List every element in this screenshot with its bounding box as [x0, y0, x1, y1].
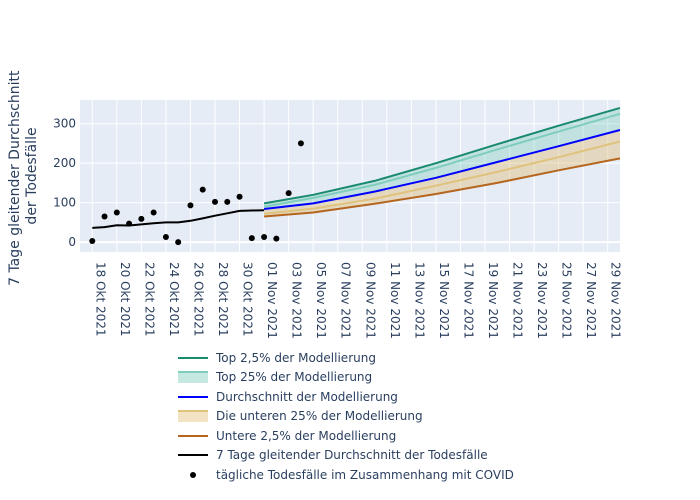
daily-death-point-15 — [273, 235, 280, 242]
x-tick-label-5: 28 Okt 2021 — [216, 262, 230, 337]
x-tick-label-0: 18 Okt 2021 — [93, 262, 107, 337]
x-tick-label-18: 23 Nov 2021 — [535, 262, 549, 339]
x-tick-label-3: 24 Okt 2021 — [167, 262, 181, 337]
legend-item-daily-deaths[interactable]: tägliche Todesfälle im Zusammenhang mit … — [178, 465, 514, 485]
x-tick-label-17: 21 Nov 2021 — [511, 262, 525, 339]
x-tick-label-12: 11 Nov 2021 — [388, 262, 402, 339]
legend-label-lower-2-5: Untere 2,5% der Modellierung — [216, 428, 397, 443]
x-tick-label-8: 03 Nov 2021 — [290, 262, 304, 339]
legend-label-daily-deaths: tägliche Todesfälle im Zusammenhang mit … — [216, 467, 514, 482]
daily-death-markers — [89, 140, 304, 246]
x-tick-label-10: 07 Nov 2021 — [339, 262, 353, 339]
legend-label-top-2-5: Top 2,5% der Modellierung — [216, 350, 376, 365]
daily-death-point-16 — [285, 190, 292, 197]
legend-label-7day-average: 7 Tage gleitender Durchschnitt der Todes… — [216, 448, 488, 463]
legend-swatch-lower-25 — [178, 409, 208, 423]
x-tick-label-20: 27 Nov 2021 — [584, 262, 598, 339]
daily-death-point-2 — [113, 209, 120, 216]
x-tick-label-19: 25 Nov 2021 — [560, 262, 574, 339]
line-mean — [263, 129, 621, 210]
band-lower — [264, 130, 620, 217]
x-tick-label-14: 15 Nov 2021 — [437, 262, 451, 339]
daily-death-point-6 — [162, 233, 169, 240]
daily-death-point-4 — [138, 215, 145, 222]
legend-item-lower-2-5[interactable]: Untere 2,5% der Modellierung — [178, 426, 514, 446]
legend-swatch-lower-2-5 — [178, 429, 208, 443]
daily-death-point-12 — [236, 193, 243, 200]
x-tick-label-13: 13 Nov 2021 — [412, 262, 426, 339]
y-tick-label-2: 200 — [53, 156, 76, 170]
daily-death-point-9 — [199, 186, 206, 193]
y-axis-label-line-2: der Todesfälle — [24, 127, 40, 224]
x-tick-label-2: 22 Okt 2021 — [142, 262, 156, 337]
y-axis-ticks: 0 100 200 300 — [53, 117, 76, 249]
daily-death-point-0 — [89, 237, 96, 244]
x-axis-ticks: 18 Okt 2021 20 Okt 2021 22 Okt 2021 24 Okt … — [93, 262, 622, 339]
daily-death-point-1 — [101, 213, 108, 220]
legend-item-mean[interactable]: Durchschnitt der Modellierung — [178, 387, 514, 407]
x-tick-label-9: 05 Nov 2021 — [314, 262, 328, 339]
line-top-25 — [263, 112, 621, 208]
y-tick-label-0: 0 — [68, 235, 76, 249]
legend-item-top-2-5[interactable]: Top 2,5% der Modellierung — [178, 348, 514, 368]
plot-background — [80, 100, 620, 252]
daily-death-point-17 — [297, 140, 304, 147]
legend-item-7day-average[interactable]: 7 Tage gleitender Durchschnitt der Todes… — [178, 446, 514, 466]
x-tick-label-4: 26 Okt 2021 — [191, 262, 205, 337]
legend-label-lower-25: Die unteren 25% der Modellierung — [216, 409, 423, 424]
legend-label-top-25: Top 25% der Modellierung — [216, 370, 373, 385]
x-tick-label-21: 29 Nov 2021 — [609, 262, 623, 339]
series-lines — [92, 106, 621, 229]
daily-death-point-11 — [224, 198, 231, 205]
legend-swatch-mean — [178, 390, 208, 404]
daily-death-point-13 — [248, 235, 255, 242]
legend-item-top-25[interactable]: Top 25% der Modellierung — [178, 368, 514, 388]
legend-swatch-top-25 — [178, 370, 208, 384]
line-7day-average — [92, 209, 265, 229]
x-tick-label-15: 17 Nov 2021 — [461, 262, 475, 339]
x-tick-label-6: 30 Okt 2021 — [241, 262, 255, 337]
y-tick-label-1: 100 — [53, 196, 76, 210]
legend: Top 2,5% der Modellierung Top 25% der Mo… — [178, 348, 514, 485]
x-tick-label-7: 01 Nov 2021 — [265, 262, 279, 339]
x-tick-label-1: 20 Okt 2021 — [118, 262, 132, 337]
legend-swatch-7day-average — [178, 448, 208, 462]
x-tick-label-16: 19 Nov 2021 — [486, 262, 500, 339]
legend-label-mean: Durchschnitt der Modellierung — [216, 389, 398, 404]
daily-death-point-7 — [175, 239, 182, 246]
y-axis-label: 7 Tage gleitender Durchschnitt der Todes… — [7, 66, 40, 286]
daily-death-point-5 — [150, 209, 157, 216]
daily-death-point-3 — [126, 220, 133, 227]
x-tick-label-11: 09 Nov 2021 — [363, 262, 377, 339]
y-axis-label-line-1: 7 Tage gleitender Durchschnitt — [7, 70, 23, 286]
line-top-2-5 — [263, 106, 621, 205]
line-lower-25 — [263, 140, 621, 215]
legend-swatch-daily-deaths — [178, 468, 208, 482]
gridlines — [80, 100, 620, 252]
band-top — [264, 107, 620, 209]
legend-item-lower-25[interactable]: Die unteren 25% der Modellierung — [178, 407, 514, 427]
model-bands — [264, 107, 620, 217]
daily-death-point-10 — [212, 198, 218, 205]
daily-death-point-14 — [261, 233, 268, 240]
daily-death-point-8 — [187, 202, 194, 209]
y-tick-label-3: 300 — [53, 117, 76, 131]
line-lower-2-5 — [264, 157, 621, 218]
legend-swatch-top-2-5 — [178, 351, 208, 365]
